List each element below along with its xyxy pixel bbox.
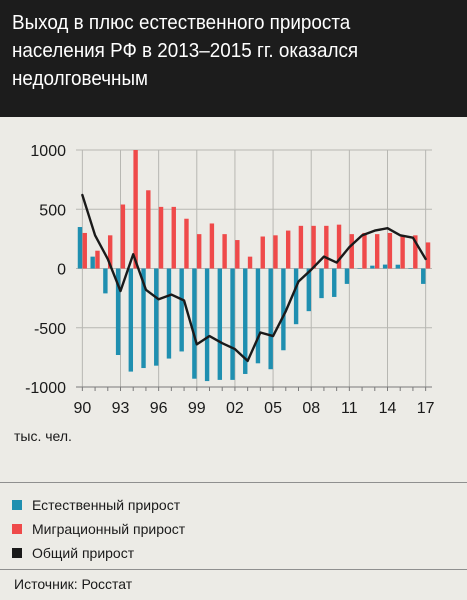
bar-natural <box>204 268 210 382</box>
bar-migration <box>146 190 151 269</box>
bar-natural <box>166 268 172 359</box>
x-tick-label: 02 <box>226 400 244 417</box>
bar-migration <box>311 225 316 269</box>
bar-migration <box>120 204 126 269</box>
legend-swatch-total <box>12 548 22 558</box>
legend: Естественный прирост Миграционный прирос… <box>12 493 185 565</box>
bar-migration <box>247 256 253 269</box>
legend-item-migration: Миграционный прирост <box>12 517 185 541</box>
bar-natural <box>421 268 426 284</box>
x-tick-label: 08 <box>302 400 320 417</box>
bar-natural <box>382 264 388 269</box>
legend-item-natural: Естественный прирост <box>12 493 185 517</box>
legend-label-migration: Миграционный прирост <box>32 521 186 537</box>
bar-migration <box>285 230 291 269</box>
x-tick-label: 93 <box>112 400 130 417</box>
title-line-1: Выход в плюс естественного прироста <box>12 11 351 34</box>
bar-migration <box>324 225 329 269</box>
x-tick-label: 11 <box>341 400 358 417</box>
bar-natural <box>344 268 350 284</box>
x-tick-label: 96 <box>150 400 168 417</box>
bar-migration <box>349 234 354 269</box>
y-tick-label: 500 <box>39 202 66 219</box>
bar-migration <box>413 235 418 269</box>
source-note: Источник: Росстат <box>14 576 133 592</box>
bar-migration <box>425 242 431 269</box>
bar-migration <box>260 236 265 269</box>
bar-migration <box>95 250 100 269</box>
population-chart: -1000 -500 0 500 1000 90 93 96 99 02 05 08 11 14 17 <box>25 143 435 417</box>
bar-migration <box>374 234 380 269</box>
source-divider <box>0 569 467 570</box>
bar-natural <box>115 268 121 356</box>
bar-natural <box>230 268 235 380</box>
legend-label-natural: Естественный прирост <box>32 497 181 513</box>
bar-natural <box>293 268 299 325</box>
bar-migration <box>387 232 393 269</box>
x-tick-label: 14 <box>379 400 397 417</box>
bar-natural <box>77 227 83 269</box>
bar-migration <box>400 236 405 269</box>
bar-natural <box>192 268 197 379</box>
x-tick-label: 99 <box>188 400 206 417</box>
bar-natural <box>332 268 337 297</box>
legend-swatch-natural <box>12 500 22 510</box>
bar-migration <box>82 232 87 269</box>
chart-title: Выход в плюс естественного прироста насе… <box>12 9 421 93</box>
bar-migration <box>209 223 215 269</box>
bar-natural <box>357 268 362 269</box>
bar-natural <box>281 268 286 351</box>
title-line-3: недолговечным <box>12 67 148 90</box>
bar-natural <box>103 268 108 294</box>
y-tick-label: 1000 <box>30 143 66 160</box>
total-growth-line <box>81 193 427 363</box>
bar-natural <box>141 268 146 369</box>
bar-natural <box>243 268 248 374</box>
y-tick-label: 0 <box>57 262 66 279</box>
x-tick-label: 17 <box>417 400 435 417</box>
bar-migration <box>235 240 240 269</box>
legend-item-total: Общий прирост <box>12 541 185 565</box>
bar-natural <box>408 268 413 269</box>
bar-migration <box>133 150 138 269</box>
bar-migration <box>107 235 113 269</box>
bar-natural <box>90 256 95 269</box>
legend-divider <box>0 482 467 483</box>
title-line-2: населения РФ в 2013–2015 гг. оказался <box>12 39 359 62</box>
bar-migration <box>362 232 367 269</box>
title-banner: Выход в плюс естественного прироста насе… <box>0 0 467 117</box>
bar-natural <box>179 268 184 352</box>
bar-natural <box>217 268 223 380</box>
bar-migration <box>196 234 202 269</box>
legend-label-total: Общий прирост <box>32 545 135 561</box>
bar-migration <box>298 225 304 269</box>
bar-migration <box>171 206 176 269</box>
x-tick-label: 05 <box>264 400 282 417</box>
bar-natural <box>255 268 261 364</box>
x-tick-label: 90 <box>73 400 91 417</box>
bar-migration <box>336 224 342 269</box>
bar-natural <box>154 268 159 366</box>
y-tick-label: -1000 <box>25 380 66 397</box>
y-tick-label: -500 <box>34 321 66 338</box>
bar-natural <box>306 268 312 312</box>
bar-natural <box>268 268 273 370</box>
legend-swatch-migration <box>12 524 22 534</box>
bar-migration <box>273 235 278 269</box>
bar-natural <box>319 268 324 299</box>
bar-migration <box>158 206 164 269</box>
bar-natural <box>128 268 134 372</box>
bar-natural <box>395 264 401 269</box>
bar-migration <box>222 234 227 269</box>
bar-natural <box>370 265 375 269</box>
unit-label: тыс. чел. <box>14 428 72 444</box>
bar-migration <box>184 218 189 269</box>
